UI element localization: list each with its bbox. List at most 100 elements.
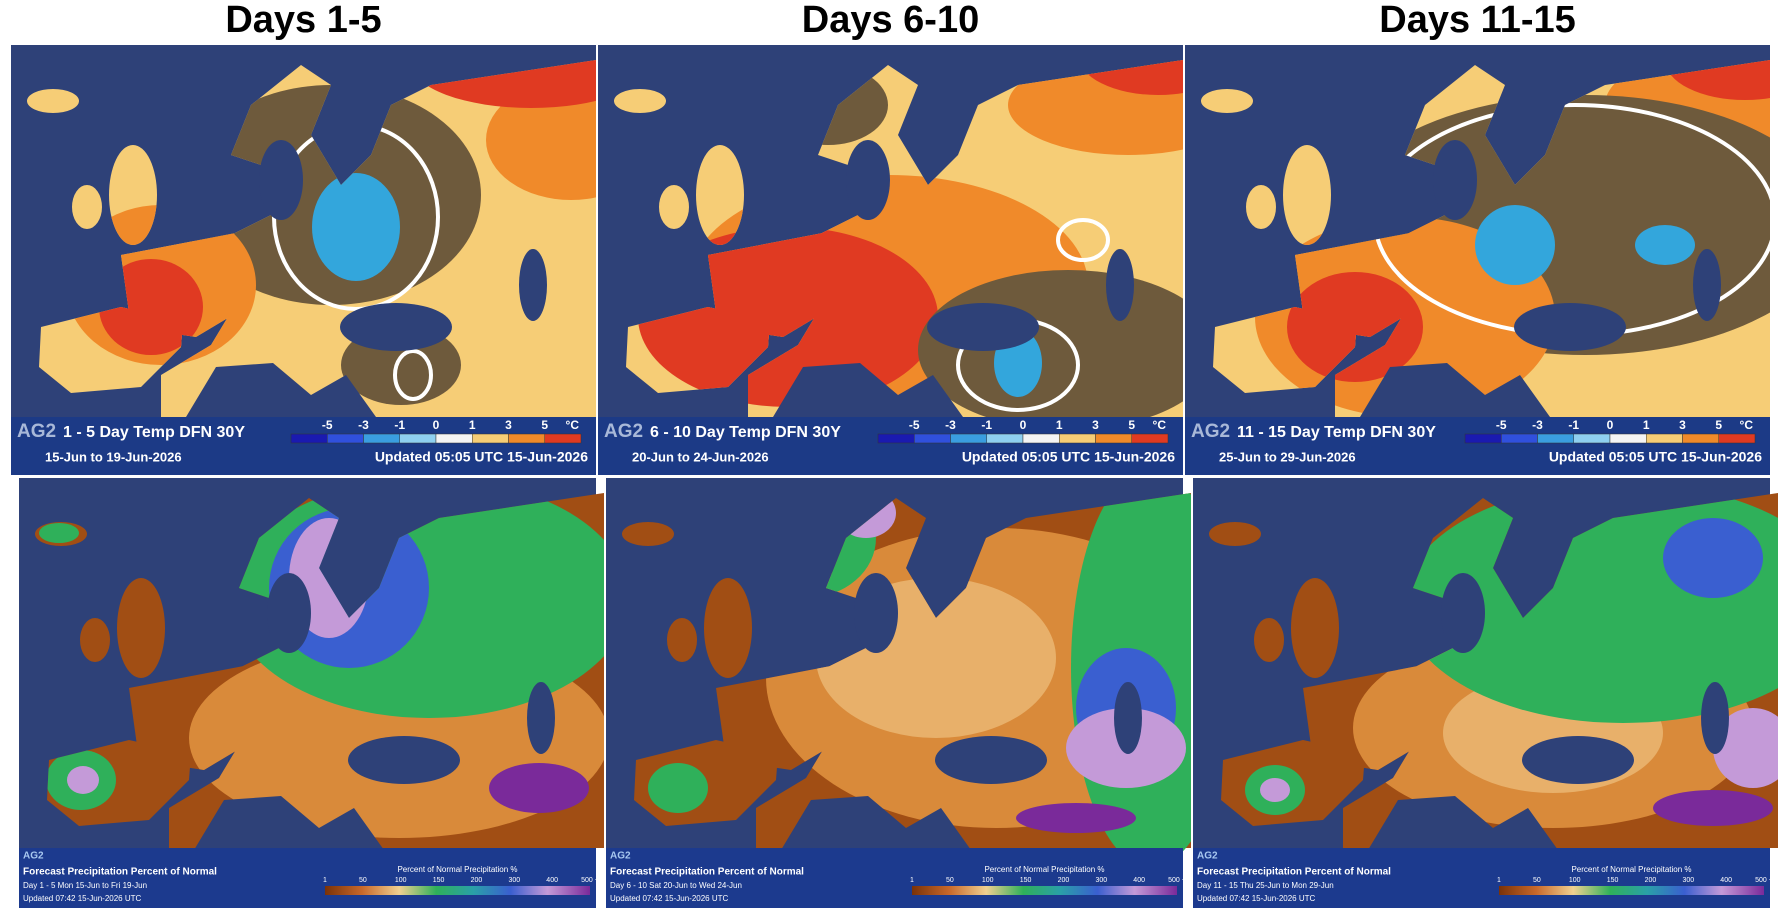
logo: AG2 — [604, 421, 643, 442]
sea — [1433, 140, 1477, 220]
legend-unit: °C — [1740, 418, 1754, 432]
precip-caption: AG2 Forecast Precipitation Percent of Nor… — [606, 848, 1186, 908]
precip-area — [1016, 803, 1136, 833]
legend-tick-label: 1 — [1056, 418, 1063, 432]
sea — [846, 140, 890, 220]
legend-tick-label: -1 — [394, 418, 405, 432]
legend-tick-label: 3 — [1092, 418, 1099, 432]
legend-tick-label: 0 — [433, 418, 440, 432]
precip-period: Day 11 - 15 Thu 25-Jun to Mon 29-Jun — [1197, 881, 1334, 890]
logo: AG2 — [1191, 421, 1230, 442]
legend-swatch — [1059, 433, 1096, 444]
legend-tick-label: 1 — [469, 418, 476, 432]
sea — [1441, 573, 1485, 653]
precip-area — [67, 766, 99, 794]
legend-tick-label: 5 — [1128, 418, 1135, 432]
temp-area — [1008, 60, 1183, 155]
legend-tick-label: -3 — [358, 418, 369, 432]
sea — [267, 573, 311, 653]
legend-unit: °C — [566, 418, 580, 432]
legend-tick-label: 1 — [323, 877, 327, 884]
legend-swatch — [327, 433, 364, 444]
legend-swatch — [1646, 433, 1683, 444]
sea — [259, 140, 303, 220]
precip-caption: AG2 Forecast Precipitation Percent of Nor… — [19, 848, 599, 908]
precip-caption: AG2 Forecast Precipitation Percent of Nor… — [1193, 848, 1773, 908]
temp-map — [11, 45, 596, 417]
panel: Days 1-5 AG2 1 - 5 Day Temp DFN 30Y 15-Jun … — [11, 0, 604, 908]
sea — [348, 736, 460, 784]
precip-area — [1653, 790, 1773, 826]
temp-updated: Updated 05:05 UTC 15-Jun-2026 — [1549, 449, 1762, 465]
temp-area — [99, 259, 203, 355]
legend-tick-label: 50 — [946, 877, 954, 884]
legend-tick-label: 200 — [471, 877, 483, 884]
legend-tick-label: 3 — [505, 418, 512, 432]
legend-tick-label: 150 — [433, 877, 445, 884]
temp-area — [1078, 60, 1183, 95]
sea — [519, 249, 547, 321]
legend-tick-label: -3 — [945, 418, 956, 432]
temp-area — [486, 80, 596, 200]
legend-tick-label: 1 — [1497, 877, 1501, 884]
legend-tick-label: 50 — [359, 877, 367, 884]
precip-area — [1713, 708, 1778, 788]
legend-tick-label: 300 — [1095, 877, 1107, 884]
caption-bg — [606, 848, 1183, 908]
sea — [1701, 682, 1729, 754]
panel-title: Days 1-5 — [225, 0, 381, 41]
panel: Days 6-10 AG2 6 - 10 Day Temp DFN 30Y 20-Ju… — [598, 0, 1191, 908]
precip-area — [39, 523, 79, 543]
legend-swatch — [1131, 433, 1169, 444]
legend-tick-label: 500 + — [581, 877, 599, 884]
caption-bg — [1185, 417, 1770, 475]
temp-caption: AG2 1 - 5 Day Temp DFN 30Y 15-Jun to 19-Ju… — [11, 417, 596, 475]
precip-title: Forecast Precipitation Percent of Normal — [1197, 867, 1391, 878]
legend-tick-label: -5 — [1496, 418, 1507, 432]
temp-map — [598, 45, 1183, 425]
legend-tick-label: 1 — [1643, 418, 1650, 432]
legend-tick-label: 400 — [546, 877, 558, 884]
legend-tick-label: 0 — [1607, 418, 1614, 432]
legend-swatch — [472, 433, 509, 444]
legend-swatch — [1718, 433, 1756, 444]
temp-dates: 15-Jun to 19-Jun-2026 — [45, 449, 182, 464]
logo: AG2 — [23, 851, 44, 862]
logo: AG2 — [610, 851, 631, 862]
sea — [1360, 363, 1550, 417]
legend-tick-label: 500 + — [1755, 877, 1773, 884]
legend-swatch — [1095, 433, 1132, 444]
legend-tick-label: 200 — [1645, 877, 1657, 884]
precip-updated: Updated 07:42 15-Jun-2026 UTC — [1197, 894, 1316, 903]
legend-swatch — [399, 433, 437, 444]
legend-tick-label: -5 — [322, 418, 333, 432]
legend-tick-label: 5 — [541, 418, 548, 432]
temp-updated: Updated 05:05 UTC 15-Jun-2026 — [375, 449, 588, 465]
sea — [1522, 736, 1634, 784]
legend-tick-label: -1 — [1568, 418, 1579, 432]
sea — [194, 796, 384, 850]
zero-contour — [1056, 218, 1110, 262]
logo: AG2 — [1197, 851, 1218, 862]
legend-tick-label: 0 — [1020, 418, 1027, 432]
legend-tick-label: 400 — [1133, 877, 1145, 884]
sea — [1514, 303, 1626, 351]
legend-tick-label: 3 — [1679, 418, 1686, 432]
legend-swatch — [435, 433, 473, 444]
sea — [854, 573, 898, 653]
panel-title: Days 11-15 — [1379, 0, 1576, 41]
legend-tick-label: 150 — [1607, 877, 1619, 884]
legend-tick-label: -1 — [981, 418, 992, 432]
temp-title: 11 - 15 Day Temp DFN 30Y — [1237, 424, 1436, 441]
panel: Days 11-15 AG2 11 - 15 Day Temp DFN 30Y 25-… — [1185, 0, 1778, 908]
precip-area — [1663, 518, 1763, 598]
legend-tick-label: 200 — [1058, 877, 1070, 884]
legend-swatch — [544, 433, 582, 444]
sea — [1114, 682, 1142, 754]
caption-bg — [598, 417, 1183, 475]
precip-map — [1193, 478, 1778, 850]
temp-area — [312, 173, 400, 281]
legend-swatch — [1682, 433, 1719, 444]
